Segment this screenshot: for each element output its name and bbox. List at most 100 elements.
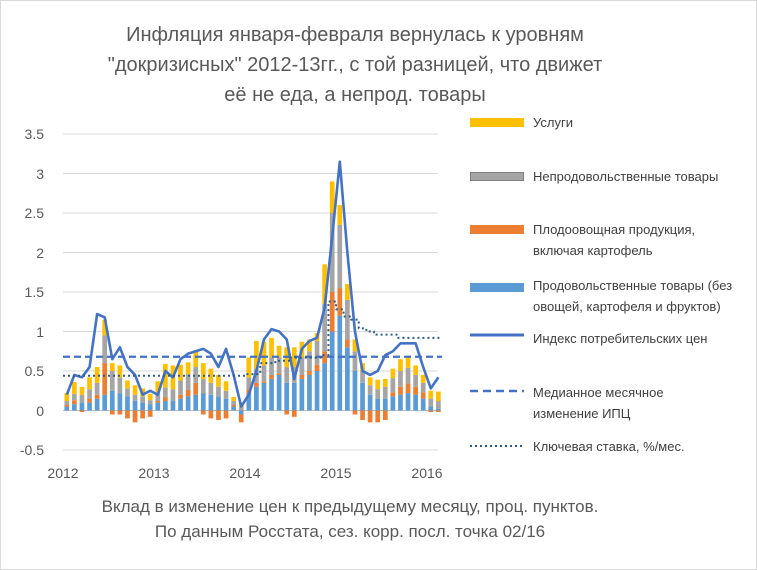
bar-segment-series-1	[79, 410, 85, 413]
bar-segment-series-3	[246, 357, 252, 378]
bar-segment-series-0	[72, 404, 77, 411]
legend-swatch-services	[470, 118, 524, 127]
bar-segment-series-3	[337, 205, 343, 225]
bar-segment-series-0	[178, 398, 183, 411]
bar-segment-series-3	[185, 362, 191, 375]
bar-segment-series-2	[413, 374, 418, 387]
bar-segment-series-0	[276, 374, 282, 411]
chart-title-line-3: её не еда, а непрод. товары	[224, 84, 486, 106]
bar-segment-series-1	[163, 397, 168, 402]
bar-segment-series-1	[436, 410, 441, 413]
bar-segment-series-1	[314, 364, 320, 371]
bar-segment-series-3	[398, 359, 403, 371]
x-axis: 2012 2013 2014 2015 2016	[47, 465, 442, 481]
bar-segment-series-2	[284, 367, 290, 383]
bar-segment-series-1	[382, 410, 388, 420]
y-tick-label: 1	[36, 324, 44, 340]
bar-segment-series-1	[254, 382, 259, 387]
bar-segment-series-3	[269, 337, 274, 358]
bar-segment-series-1	[223, 410, 229, 419]
y-tick-label: -0.5	[20, 442, 44, 458]
bar-segment-series-1	[375, 410, 381, 423]
bar-segment-series-1	[398, 386, 403, 395]
bar-segment-series-1	[193, 382, 199, 395]
bar-segment-series-0	[155, 402, 161, 411]
bar-segment-series-3	[102, 319, 108, 336]
bar-segment-series-3	[193, 351, 199, 368]
bar-segment-series-0	[79, 402, 85, 411]
x-tick-label: 2013	[138, 465, 169, 481]
bar-segment-series-1	[420, 392, 426, 399]
legend-label-food: Продовольственные товары (без овощей, ка…	[533, 278, 733, 314]
legend-label-median: Медианное месячное изменение ИПЦ	[533, 385, 664, 421]
bar-segment-series-2	[200, 378, 206, 394]
y-tick-label: 3	[36, 166, 44, 182]
bar-segment-series-0	[375, 398, 381, 411]
bar-segment-series-1	[299, 374, 305, 379]
bar-segment-series-1	[94, 394, 100, 399]
bar-segment-series-1	[352, 410, 358, 415]
bar-segment-series-1	[216, 410, 221, 420]
bar-segment-series-1	[147, 410, 153, 417]
bar-segment-series-0	[360, 382, 365, 411]
bar-segment-series-0	[352, 371, 358, 411]
bar-segment-series-1	[140, 410, 145, 419]
bar-segment-series-0	[64, 406, 70, 411]
bar-segment-series-0	[322, 363, 327, 411]
bar-segment-series-2	[231, 401, 236, 405]
bar-segment-series-0	[170, 401, 176, 411]
y-tick-label: 2	[36, 245, 44, 261]
bar-segment-series-3	[375, 379, 381, 390]
legend-label-services: Услуги	[533, 115, 573, 130]
bar-segment-series-2	[125, 388, 130, 397]
bar-segment-series-2	[261, 365, 267, 382]
x-tick-label: 2012	[47, 465, 78, 481]
bar-segment-series-3	[436, 391, 441, 402]
bar-segment-series-2	[307, 351, 312, 371]
bar-segment-series-2	[117, 377, 123, 394]
bar-segment-series-1	[390, 392, 396, 397]
bar-segment-series-3	[276, 345, 282, 358]
bar-segment-series-0	[216, 396, 221, 411]
bar-segment-series-0	[147, 404, 153, 411]
bar-segment-series-0	[117, 393, 123, 411]
bar-segment-series-0	[314, 371, 320, 411]
bar-segment-series-2	[193, 367, 199, 383]
bar-segment-series-1	[291, 410, 297, 417]
bar-segment-series-0	[345, 347, 350, 411]
legend-label-nonfood: Непродовольственные товары	[533, 169, 719, 184]
key-rate-line	[63, 300, 443, 377]
bar-segment-series-2	[436, 401, 441, 409]
bar-segment-series-0	[405, 393, 411, 411]
bar-segment-series-1	[367, 410, 373, 423]
bar-segment-series-1	[208, 410, 214, 419]
bar-segment-series-3	[390, 368, 396, 379]
bar-segment-series-0	[238, 410, 244, 415]
bar-segment-series-3	[307, 339, 312, 352]
bar-segment-series-2	[254, 368, 259, 383]
bar-segment-series-0	[125, 396, 130, 411]
bar-segment-series-2	[147, 400, 153, 405]
y-axis: -0.5 0 0.5 1 1.5 2 2.5 3 3.5	[20, 126, 44, 458]
bar-segment-series-0	[307, 374, 312, 411]
bar-segment-series-2	[337, 224, 343, 289]
bar-segment-series-1	[185, 389, 191, 397]
bar-segment-series-1	[360, 410, 365, 420]
bar-segment-series-1	[200, 410, 206, 415]
bar-segment-series-0	[398, 394, 403, 411]
bar-segment-series-3	[223, 381, 229, 391]
bar-segment-series-1	[64, 404, 70, 407]
bar-segment-series-0	[261, 382, 267, 411]
bar-segment-series-2	[345, 299, 350, 340]
bar-segment-series-2	[375, 389, 381, 399]
bar-segment-series-1	[345, 339, 350, 348]
bar-segment-series-2	[246, 377, 252, 390]
bar-segment-series-1	[132, 410, 138, 423]
bar-segment-series-2	[109, 371, 115, 391]
bar-segment-series-3	[200, 363, 206, 379]
bar-segment-series-2	[94, 382, 100, 395]
y-tick-label: 2.5	[25, 205, 45, 221]
bar-segment-series-2	[64, 401, 70, 405]
bar-segment-series-0	[109, 390, 115, 411]
